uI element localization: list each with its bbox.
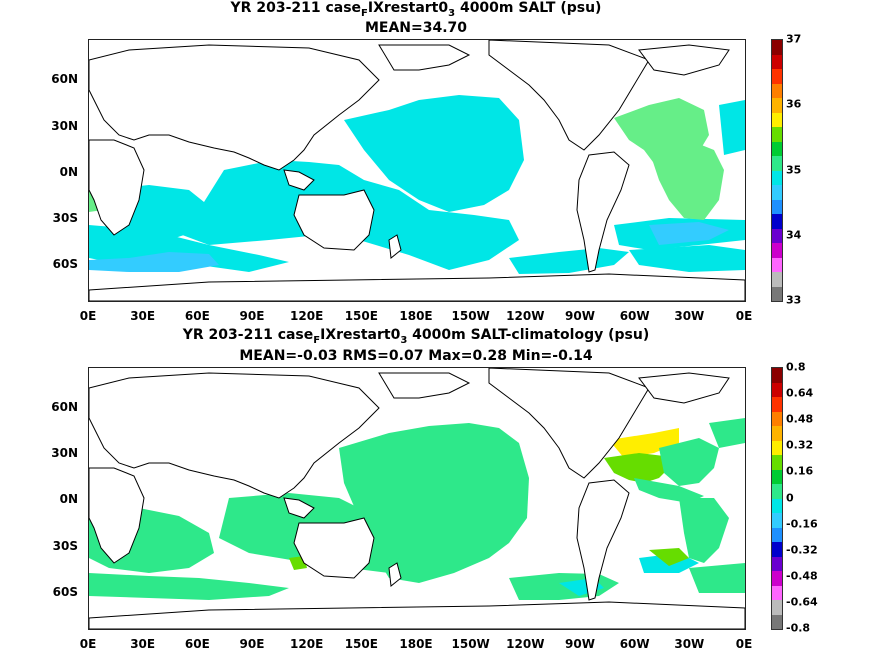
panel1-map — [88, 39, 746, 302]
colorbar-swatch — [772, 556, 782, 571]
panel1-salinity-field — [89, 95, 745, 274]
panel2-lon-label: 60E — [184, 637, 210, 651]
colorbar-swatch — [772, 397, 782, 412]
colorbar-swatch — [772, 228, 782, 243]
colorbar-swatch — [772, 54, 782, 69]
panel2-stats: MEAN=-0.03 RMS=0.07 Max=0.28 Min=-0.14 — [239, 348, 593, 364]
panel1-title: YR 203-211 caseFIXrestart03 4000m SALT (… — [230, 0, 602, 19]
colorbar-swatch — [772, 440, 782, 455]
panel1-lon-label: 150W — [451, 309, 490, 323]
colorbar-swatch — [772, 286, 782, 301]
colorbar-swatch — [772, 455, 782, 470]
colorbar-swatch — [772, 156, 782, 171]
panel2-coastlines — [89, 368, 745, 629]
panel1-lat-label-60n: 60N — [51, 72, 78, 86]
panel2-lat-label-30n: 30N — [51, 446, 78, 460]
panel1-stats: MEAN=34.70 — [364, 20, 468, 36]
panel1-lon-label: 30W — [674, 309, 705, 323]
colorbar-swatch — [772, 214, 782, 229]
panel1-lon-label: 120E — [290, 309, 324, 323]
panel1-lon-label: 120W — [506, 309, 545, 323]
panel2-colorbar-label: 0 — [786, 491, 794, 504]
panel1-lon-label: 60E — [184, 309, 210, 323]
colorbar-swatch — [772, 272, 782, 287]
colorbar-swatch — [772, 243, 782, 258]
panel1-colorbar — [771, 39, 783, 302]
panel2-lon-label: 0E — [735, 637, 753, 651]
panel2-colorbar-label: -0.64 — [786, 595, 818, 609]
colorbar-swatch — [772, 382, 782, 397]
colorbar-swatch — [772, 199, 782, 214]
panel1-lon-label: 90E — [239, 309, 265, 323]
panel2-lon-label: 180E — [399, 637, 433, 651]
panel2-map — [88, 367, 746, 630]
panel1-lon-label: 30E — [130, 309, 156, 323]
panel1-lon-label: 60W — [619, 309, 650, 323]
colorbar-swatch — [772, 469, 782, 484]
colorbar-swatch — [772, 83, 782, 98]
colorbar-swatch — [772, 513, 782, 528]
colorbar-swatch — [772, 411, 782, 426]
colorbar-swatch — [772, 498, 782, 513]
colorbar-swatch — [772, 141, 782, 156]
colorbar-swatch — [772, 571, 782, 586]
panel1-lon-label: 0E — [79, 309, 97, 323]
panel2-colorbar-label: -0.8 — [786, 621, 811, 635]
panel2-lat-label-0n: 0N — [59, 492, 78, 506]
panel1-lat-label-30n: 30N — [51, 119, 78, 133]
panel2-lon-label: 150E — [344, 637, 378, 651]
panel2-colorbar-label: -0.32 — [786, 543, 818, 557]
panel1-lat-label-0n: 0N — [59, 165, 78, 179]
panel1-colorbar-label: 33 — [786, 293, 802, 307]
panel2-colorbar-label: 0.8 — [786, 360, 806, 374]
panel2-lon-label: 90E — [239, 637, 265, 651]
panel2-colorbar-label: -0.48 — [786, 569, 818, 583]
panel2-lon-label: 120W — [506, 637, 545, 651]
panel1-lat-label-60s: 60S — [52, 257, 78, 271]
colorbar-swatch — [772, 170, 782, 185]
colorbar-swatch — [772, 527, 782, 542]
panel2-colorbar-label: 0.16 — [786, 464, 814, 478]
colorbar-swatch — [772, 127, 782, 142]
panel2-colorbar-label: 0.32 — [786, 438, 814, 452]
colorbar-swatch — [772, 426, 782, 441]
panel2-lat-label-60s: 60S — [52, 585, 78, 599]
panel1-lon-label: 90W — [565, 309, 595, 323]
colorbar-swatch — [772, 98, 782, 113]
panel2-colorbar-label: -0.16 — [786, 517, 818, 531]
panel2-lat-label-60n: 60N — [51, 400, 78, 414]
colorbar-swatch — [772, 585, 782, 600]
panel1-coastlines — [89, 40, 745, 301]
panel1-colorbar-label: 37 — [786, 32, 802, 46]
colorbar-swatch — [772, 484, 782, 499]
colorbar-swatch — [772, 600, 782, 615]
panel1-lat-label-30s: 30S — [52, 211, 78, 225]
panel2-lon-label: 150W — [451, 637, 490, 651]
panel1-lon-label: 180E — [399, 309, 433, 323]
colorbar-swatch — [772, 69, 782, 84]
panel2-lon-label: 30W — [674, 637, 705, 651]
panel2-lon-label: 0E — [79, 637, 97, 651]
panel2-colorbar — [771, 367, 783, 630]
panel2-colorbar-label: 0.48 — [786, 412, 814, 426]
panel1-colorbar-label: 34 — [786, 228, 802, 242]
colorbar-swatch — [772, 614, 782, 629]
panel2-lon-label: 30E — [130, 637, 156, 651]
colorbar-swatch — [772, 185, 782, 200]
colorbar-swatch — [772, 368, 782, 383]
panel2-lat-label-30s: 30S — [52, 539, 78, 553]
panel2-colorbar-label: 0.64 — [786, 386, 814, 400]
colorbar-swatch — [772, 40, 782, 55]
colorbar-swatch — [772, 257, 782, 272]
panel2-lon-label: 90W — [565, 637, 595, 651]
panel2-lon-label: 120E — [290, 637, 324, 651]
colorbar-swatch — [772, 112, 782, 127]
panel1-lon-label: 0E — [735, 309, 753, 323]
panel1-colorbar-label: 36 — [786, 97, 802, 111]
panel1-lon-label: 150E — [344, 309, 378, 323]
panel2-lon-label: 60W — [619, 637, 650, 651]
panel2-title: YR 203-211 caseFIXrestart03 4000m SALT-c… — [182, 327, 650, 346]
colorbar-swatch — [772, 542, 782, 557]
panel1-colorbar-label: 35 — [786, 163, 802, 177]
